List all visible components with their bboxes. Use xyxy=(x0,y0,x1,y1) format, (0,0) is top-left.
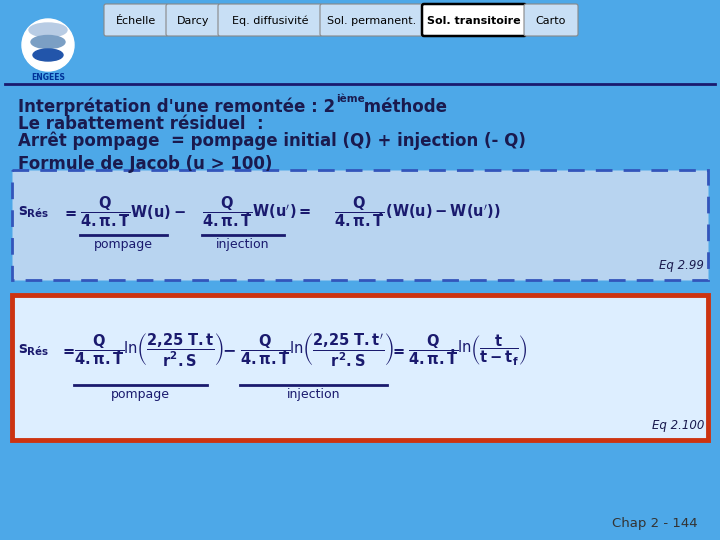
Text: $\mathbf{. \ln\!\left(\dfrac{t}{t - t_f}\right)}$: $\mathbf{. \ln\!\left(\dfrac{t}{t - t_f}… xyxy=(449,333,528,368)
Text: $\mathbf{. W(u') =}$: $\mathbf{. W(u') =}$ xyxy=(244,202,311,221)
Text: injection: injection xyxy=(216,238,270,251)
FancyBboxPatch shape xyxy=(422,4,526,36)
Text: Sol. transitoire: Sol. transitoire xyxy=(427,16,521,26)
Text: Sol. permanent.: Sol. permanent. xyxy=(328,16,417,26)
Text: $\mathbf{=}$: $\mathbf{=}$ xyxy=(390,342,405,357)
Text: Eq 2.99: Eq 2.99 xyxy=(659,259,704,272)
Text: Carto: Carto xyxy=(536,16,566,26)
FancyBboxPatch shape xyxy=(12,295,708,440)
Text: $\mathbf{. \ln\!\left(\dfrac{2{,}25\ T.t'}{r^2.S}\right)}$: $\mathbf{. \ln\!\left(\dfrac{2{,}25\ T.t… xyxy=(281,331,394,369)
FancyBboxPatch shape xyxy=(320,4,424,36)
Text: Arrêt pompage  = pompage initial (Q) + injection (- Q): Arrêt pompage = pompage initial (Q) + in… xyxy=(18,132,526,151)
FancyBboxPatch shape xyxy=(104,4,168,36)
Text: $\mathbf{\dfrac{Q}{4.\pi.T}}$: $\mathbf{\dfrac{Q}{4.\pi.T}}$ xyxy=(80,195,130,230)
Text: pompage: pompage xyxy=(110,388,169,401)
Text: $\mathbf{\dfrac{Q}{4.\pi.T}}$: $\mathbf{\dfrac{Q}{4.\pi.T}}$ xyxy=(202,195,253,230)
Text: $\mathbf{. \ln\!\left(\dfrac{2{,}25\ T.t}{r^2.S}\right)}$: $\mathbf{. \ln\!\left(\dfrac{2{,}25\ T.t… xyxy=(115,332,224,369)
Text: ENGEES: ENGEES xyxy=(31,73,65,83)
Text: $\mathbf{\dfrac{Q}{4.\pi.T}}$: $\mathbf{\dfrac{Q}{4.\pi.T}}$ xyxy=(334,195,384,230)
Text: $\mathbf{=}$: $\mathbf{=}$ xyxy=(60,342,76,357)
Text: ième: ième xyxy=(336,94,365,104)
Text: $\mathbf{s_{R\acute{e}s}}$: $\mathbf{s_{R\acute{e}s}}$ xyxy=(18,204,49,220)
Text: $\mathbf{\dfrac{Q}{4.\pi.T}}$: $\mathbf{\dfrac{Q}{4.\pi.T}}$ xyxy=(408,333,459,367)
Text: Échelle: Échelle xyxy=(116,16,156,26)
Ellipse shape xyxy=(33,49,63,61)
Text: Eq. diffusivité: Eq. diffusivité xyxy=(232,16,308,26)
Text: $\mathbf{\dfrac{Q}{4.\pi.T}}$: $\mathbf{\dfrac{Q}{4.\pi.T}}$ xyxy=(240,333,291,367)
Text: Interprétation d'une remontée : 2: Interprétation d'une remontée : 2 xyxy=(18,98,335,117)
Text: $\mathbf{s_{R\acute{e}s}}$: $\mathbf{s_{R\acute{e}s}}$ xyxy=(18,342,49,358)
Text: Eq 2.100: Eq 2.100 xyxy=(652,419,704,432)
Ellipse shape xyxy=(29,23,67,37)
FancyBboxPatch shape xyxy=(524,4,578,36)
FancyBboxPatch shape xyxy=(218,4,322,36)
Text: Darcy: Darcy xyxy=(176,16,210,26)
FancyBboxPatch shape xyxy=(166,4,220,36)
Text: $\mathbf{-}$: $\mathbf{-}$ xyxy=(222,342,235,357)
Text: injection: injection xyxy=(287,388,341,401)
Text: $\mathbf{. W(u) -}$: $\mathbf{. W(u) -}$ xyxy=(122,203,186,221)
Text: $\mathbf{\dfrac{Q}{4.\pi.T}}$: $\mathbf{\dfrac{Q}{4.\pi.T}}$ xyxy=(74,333,125,367)
FancyBboxPatch shape xyxy=(12,170,708,280)
Text: $\mathbf{. (W(u) - W(u'))}$: $\mathbf{. (W(u) - W(u'))}$ xyxy=(377,202,500,221)
Ellipse shape xyxy=(22,19,74,71)
Ellipse shape xyxy=(31,36,65,49)
Text: Chap 2 - 144: Chap 2 - 144 xyxy=(613,517,698,530)
Text: Le rabattement résiduel  :: Le rabattement résiduel : xyxy=(18,115,264,133)
Text: méthode: méthode xyxy=(358,98,447,116)
Text: pompage: pompage xyxy=(94,238,153,251)
Text: $\mathbf{=}$: $\mathbf{=}$ xyxy=(62,205,78,219)
Text: Formule de Jacob (u > 100): Formule de Jacob (u > 100) xyxy=(18,155,272,173)
